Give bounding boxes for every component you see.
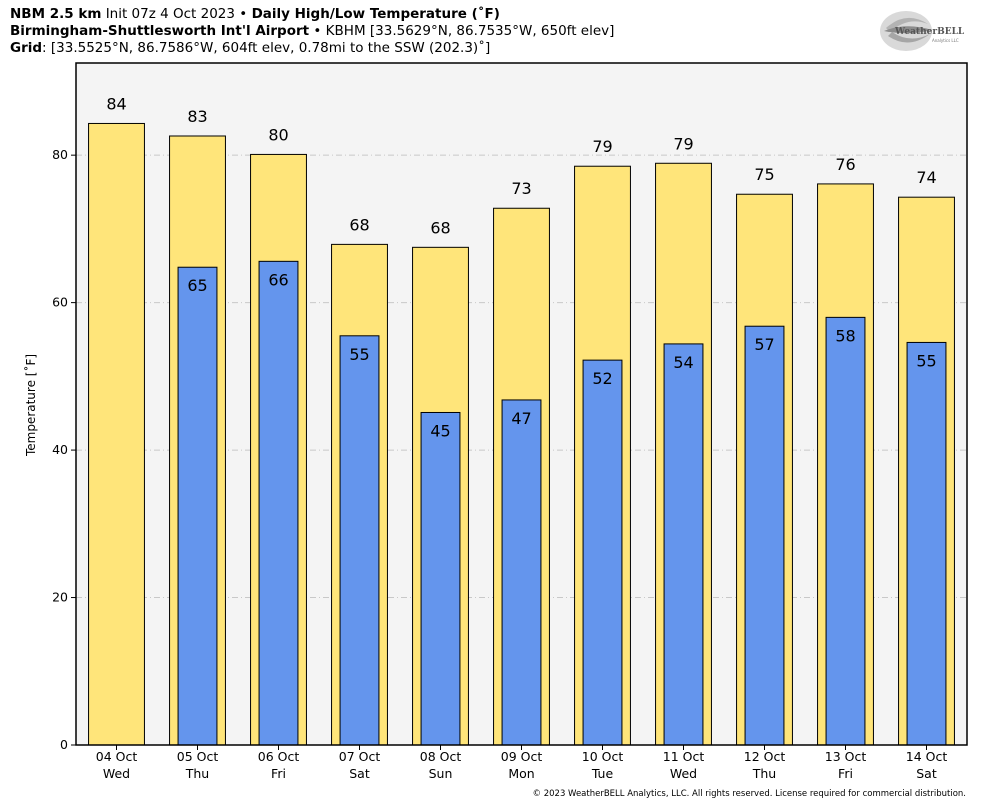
separator: •: [313, 23, 322, 39]
high-label: 79: [673, 134, 693, 153]
high-label: 74: [916, 168, 936, 187]
low-bar: [258, 260, 299, 746]
low-bar: [663, 343, 704, 746]
low-label: 52: [592, 369, 612, 388]
grid-info: : [33.5525°N, 86.7586°W, 604ft elev, 0.7…: [42, 40, 491, 56]
low-bar: [825, 316, 866, 746]
high-label: 68: [349, 215, 369, 234]
low-bar: [501, 399, 542, 746]
x-tick-label-date: 09 Oct: [501, 749, 543, 764]
y-tick-label: 80: [52, 147, 68, 162]
low-bar: [420, 411, 461, 746]
low-label: 58: [835, 326, 855, 345]
x-tick-label-weekday: Mon: [508, 766, 534, 781]
x-tick-label-weekday: Thu: [752, 766, 776, 781]
low-bar: [339, 335, 380, 746]
high-label: 79: [592, 137, 612, 156]
x-tick-label-date: 14 Oct: [906, 749, 948, 764]
copyright-notice: © 2023 WeatherBELL Analytics, LLC. All r…: [532, 789, 966, 799]
x-tick-label-date: 12 Oct: [744, 749, 786, 764]
low-label: 55: [916, 351, 936, 370]
y-tick-label: 20: [52, 590, 68, 605]
x-tick-label-date: 05 Oct: [177, 749, 219, 764]
grid-label: Grid: [10, 40, 43, 56]
x-tick-label-weekday: Sat: [916, 766, 937, 781]
low-bar: [177, 266, 218, 746]
x-tick-label-date: 06 Oct: [258, 749, 300, 764]
high-label: 76: [835, 155, 855, 174]
logo-sub: Analytics LLC: [932, 38, 959, 43]
x-tick-label-weekday: Thu: [185, 766, 209, 781]
x-tick-label-weekday: Fri: [271, 766, 286, 781]
low-label: 47: [511, 409, 531, 428]
high-label: 83: [187, 107, 207, 126]
low-label: 65: [187, 276, 207, 295]
x-tick-label-date: 10 Oct: [582, 749, 624, 764]
low-label: 45: [430, 421, 450, 440]
station-name: Birmingham-Shuttlesworth Int'l Airport: [10, 23, 310, 39]
init-time: Init 07z 4 Oct 2023: [105, 6, 235, 22]
x-tick-label-date: 07 Oct: [339, 749, 381, 764]
low-label: 66: [268, 270, 288, 289]
high-label: 84: [106, 94, 126, 113]
low-bar: [906, 341, 947, 746]
product-name: Daily High/Low Temperature (˚F): [251, 6, 500, 22]
y-axis-label: Temperature [˚F]: [24, 353, 38, 457]
logo-text: WeatherBELL: [894, 27, 965, 37]
x-tick-label-weekday: Wed: [670, 766, 697, 781]
high-label: 68: [430, 218, 450, 237]
high-label: 73: [511, 179, 531, 198]
low-label: 54: [673, 353, 693, 372]
x-tick-label-weekday: Wed: [103, 766, 130, 781]
x-tick-label-weekday: Fri: [838, 766, 853, 781]
separator: •: [239, 6, 248, 22]
low-label: 57: [754, 335, 774, 354]
high-bar: [88, 122, 145, 746]
plot-frame: [75, 62, 968, 746]
low-label: 55: [349, 345, 369, 364]
x-tick-label-date: 11 Oct: [663, 749, 705, 764]
low-bar: [582, 359, 623, 746]
y-tick-label: 0: [60, 737, 68, 752]
high-label: 80: [268, 125, 288, 144]
header-line-station: Birmingham-Shuttlesworth Int'l Airport •…: [10, 23, 614, 39]
weatherbell-logo: WeatherBELL Analytics LLC: [880, 11, 965, 51]
x-tick-label-weekday: Sun: [429, 766, 453, 781]
header-line-model: NBM 2.5 km Init 07z 4 Oct 2023 • Daily H…: [10, 6, 500, 22]
x-tick-label-date: 13 Oct: [825, 749, 867, 764]
header-line-grid: Grid: [33.5525°N, 86.7586°W, 604ft elev,…: [10, 40, 490, 56]
x-tick-label-weekday: Sat: [349, 766, 370, 781]
x-tick-label-date: 08 Oct: [420, 749, 462, 764]
station-info: KBHM [33.5629°N, 86.7535°W, 650ft elev]: [325, 23, 615, 39]
x-tick-label-weekday: Tue: [591, 766, 614, 781]
high-label: 75: [754, 165, 774, 184]
x-tick-label-date: 04 Oct: [96, 749, 138, 764]
y-tick-label: 60: [52, 295, 68, 310]
y-tick-label: 40: [52, 442, 68, 457]
model-name: NBM 2.5 km: [10, 6, 102, 22]
low-bar: [744, 325, 785, 746]
